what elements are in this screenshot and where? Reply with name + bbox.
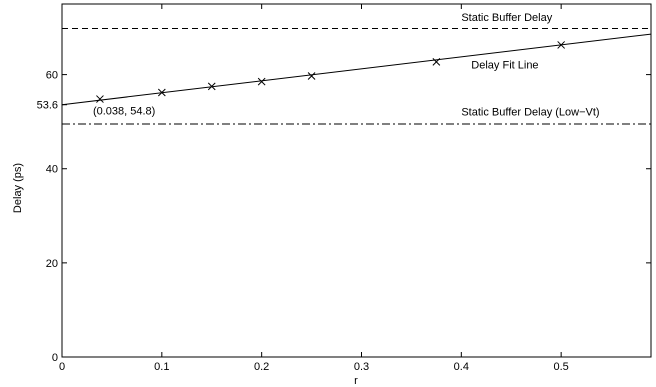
ticks-layer: 0 0.1 0.2 0.3 0.4 0.5 0 20 40 60 53.6 [37,4,651,373]
x-axis-label: r [354,375,358,387]
annotation-label: Static Buffer Delay [461,12,552,24]
plot-frame [61,3,652,358]
data-point-marker [96,95,104,103]
annotations-layer: Static Buffer Delay Delay Fit Line Static … [93,12,600,119]
x-tick-label: 0.2 [254,361,269,373]
lines-layer [61,27,652,125]
x-tick-label: 0.3 [354,361,369,373]
x-tick-label: 0 [59,361,65,373]
data-point-marker [557,41,566,49]
annotation-label: Delay Fit Line [471,59,538,71]
data-point-marker [257,77,266,86]
delay-fit-line [61,33,652,106]
x-tick-label: 0.5 [554,361,569,373]
annotation-label: (0.038, 54.8) [93,106,155,118]
y-tick-label: 40 [46,164,58,176]
x-tick-label: 0.1 [154,361,169,373]
x-tick-label: 0.4 [454,361,469,373]
data-point-marker [432,58,441,66]
data-point-marker [207,82,216,91]
annotation-label: Static Buffer Delay (Low−Vt) [461,107,599,119]
y-tick-label: 60 [46,70,58,82]
y-tick-label: 20 [46,258,58,270]
data-point-marker [157,88,166,97]
y-tick-label: 0 [52,352,58,364]
y-tick-label-extra: 53.6 [37,100,58,112]
y-axis-label: Delay (ps) [12,163,24,213]
markers-layer [96,41,566,103]
data-point-marker [307,72,316,80]
